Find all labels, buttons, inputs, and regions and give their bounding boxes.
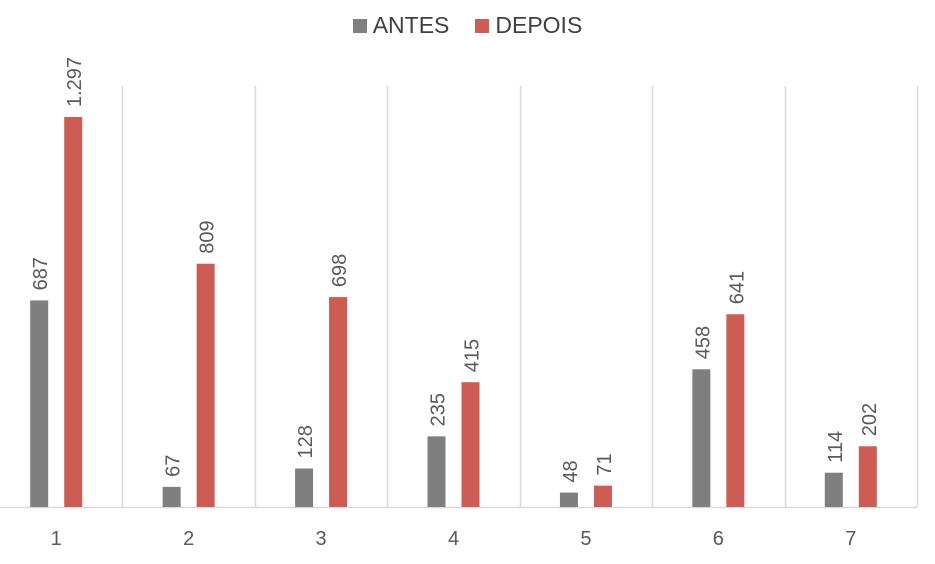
bar-antes-3 [295, 468, 314, 507]
bar-depois-5 [593, 485, 612, 507]
bar-antes-1 [30, 300, 49, 507]
x-tick-label-2: 2 [183, 528, 194, 550]
data-label-antes-3: 128 [295, 425, 317, 458]
legend-swatch-depois [475, 18, 490, 33]
data-label-antes-1: 687 [30, 257, 52, 290]
legend-item-antes: ANTES [352, 12, 450, 39]
bar-depois-6 [726, 314, 745, 507]
legend-item-depois: DEPOIS [475, 12, 582, 39]
bar-antes-2 [162, 486, 181, 507]
legend-label-depois: DEPOIS [495, 12, 583, 38]
data-label-antes-2: 67 [163, 455, 185, 477]
data-label-depois-7: 202 [859, 403, 881, 436]
x-tick-label-3: 3 [316, 528, 327, 550]
data-label-antes-7: 114 [825, 431, 847, 463]
data-label-antes-4: 235 [428, 393, 450, 426]
bar-antes-5 [559, 492, 578, 507]
bar-depois-2 [196, 263, 215, 507]
data-label-depois-1: 1.297 [64, 57, 86, 107]
x-tick-label-7: 7 [845, 528, 856, 550]
bar-depois-7 [858, 446, 877, 507]
legend-label-antes: ANTES [372, 12, 450, 38]
data-label-depois-6: 641 [726, 271, 748, 304]
x-tick-label-1: 1 [51, 528, 62, 550]
x-tick-label-4: 4 [448, 528, 459, 550]
bar-depois-4 [461, 382, 480, 507]
bar-depois-3 [329, 297, 348, 507]
data-label-antes-6: 458 [692, 326, 714, 359]
bar-depois-1 [64, 117, 83, 507]
data-label-depois-4: 415 [462, 339, 484, 372]
data-label-depois-3: 698 [329, 254, 351, 287]
chart-legend: ANTES DEPOIS [0, 12, 935, 39]
x-tick-label-6: 6 [713, 528, 724, 550]
x-tick-label-5: 5 [580, 528, 591, 550]
bar-antes-6 [692, 369, 711, 507]
data-label-antes-5: 48 [560, 460, 582, 482]
data-label-depois-5: 71 [594, 453, 616, 475]
bar-antes-4 [427, 436, 446, 507]
legend-swatch-antes [352, 18, 367, 33]
data-label-depois-2: 809 [197, 220, 219, 253]
bar-antes-7 [824, 472, 843, 507]
